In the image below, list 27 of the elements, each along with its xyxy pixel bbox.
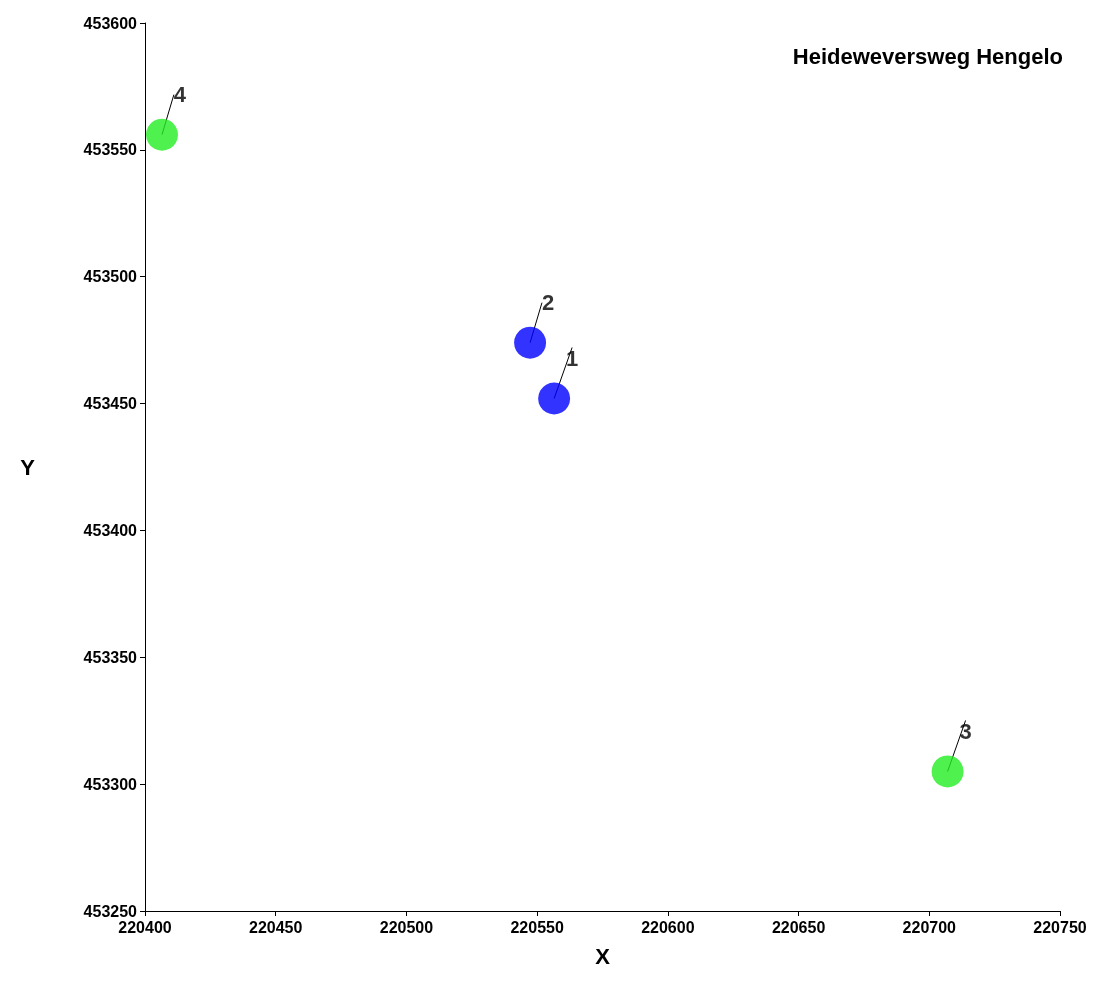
x-tick-label: 220700 <box>902 918 957 936</box>
annotation: 1 <box>566 346 579 371</box>
x-tick-label: 220400 <box>118 918 172 936</box>
y-tick-label: 453300 <box>83 775 138 793</box>
annotation: 2 <box>541 290 555 316</box>
point <box>931 755 964 788</box>
x-tick-label: 220550 <box>510 918 564 936</box>
x-tick-label: 220600 <box>641 918 695 936</box>
annotation: 4 <box>173 82 187 108</box>
y-axis-title: Y <box>20 454 36 480</box>
y-tick-label: 453550 <box>83 141 138 159</box>
point <box>538 382 571 415</box>
x-tick-label: 220450 <box>249 918 303 936</box>
x-tick-label: 220650 <box>771 918 826 936</box>
point <box>146 118 178 151</box>
y-tick-label: 453350 <box>83 648 138 666</box>
annotation: 3 <box>959 718 972 744</box>
text: Heideweversweg Hengelo <box>792 43 1064 69</box>
y-tick-label: 453450 <box>83 395 138 413</box>
point <box>514 326 547 359</box>
y-tick-label: 453250 <box>83 902 138 920</box>
x-tick-label: 220750 <box>1033 918 1087 936</box>
x-axis-title: X <box>595 943 611 969</box>
y-tick-label: 453500 <box>83 268 138 286</box>
x-tick-label: 220500 <box>379 918 434 936</box>
y-tick-label: 453600 <box>83 14 138 32</box>
y-tick-label: 453400 <box>83 521 138 539</box>
